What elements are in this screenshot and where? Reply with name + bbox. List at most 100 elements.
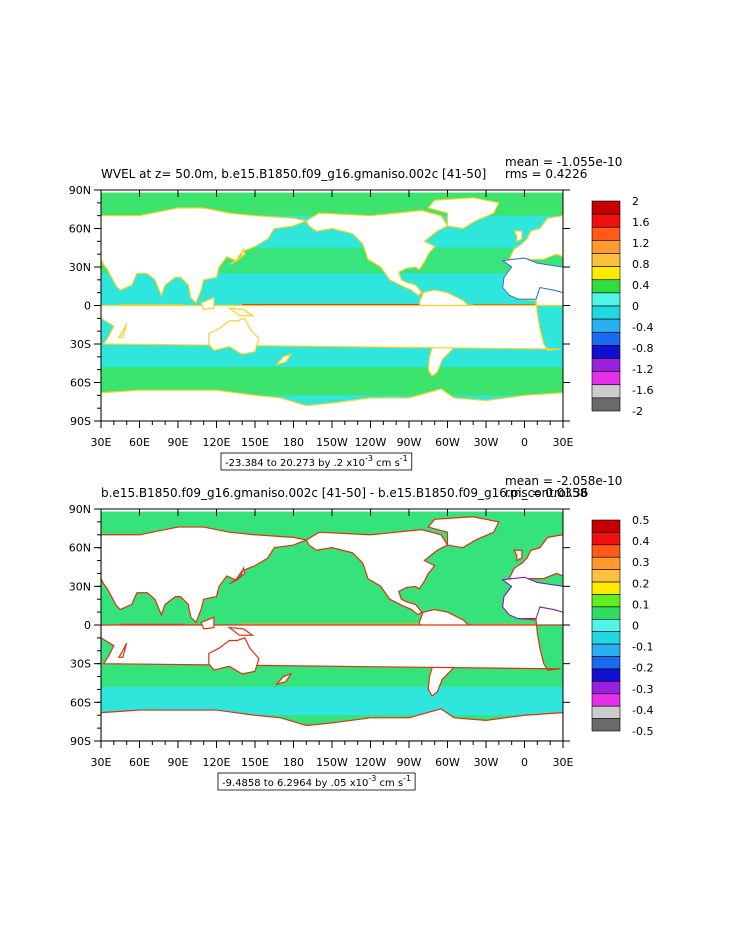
x-tick-label: 60W <box>435 756 460 769</box>
colorbar-label: 0.1 <box>632 598 650 611</box>
y-tick-label: 30N <box>69 580 91 593</box>
colorbar-swatch <box>591 544 621 558</box>
colorbar-swatch <box>591 213 621 228</box>
land-mass <box>508 532 563 580</box>
colorbar-swatch <box>591 397 621 412</box>
rms-stat: rms = 0.0358 <box>505 486 587 500</box>
x-tick-label: 120W <box>355 756 387 769</box>
x-tick-label: 30W <box>474 756 499 769</box>
colorbar-label: -0.3 <box>632 683 653 696</box>
x-tick-label: 120W <box>355 436 387 449</box>
x-tick-label: 90W <box>397 756 422 769</box>
colorbar-label: -1.6 <box>632 384 653 397</box>
y-tick-label: 30N <box>69 261 91 274</box>
colorbar-label: 0 <box>632 300 639 313</box>
contour-range-label: -23.384 to 20.273 by .2 x10-3 cm s-1 <box>225 454 408 469</box>
land-mass <box>501 257 563 300</box>
mean-stat: mean = -1.055e-10 <box>505 155 622 169</box>
land-mass <box>427 516 500 549</box>
colorbar-swatch <box>591 668 621 682</box>
colorbar-swatch <box>591 253 621 267</box>
colorbar-swatch <box>591 693 621 707</box>
colorbar-label: 0 <box>632 620 639 633</box>
y-tick-label: 90S <box>70 735 91 748</box>
x-tick-label: 180 <box>283 436 304 449</box>
field-layer <box>101 192 563 421</box>
land-mass <box>101 526 309 624</box>
colorbar-label: 0.2 <box>632 577 650 590</box>
x-tick-label: 60E <box>129 436 150 449</box>
land-mass <box>117 642 128 658</box>
x-tick-label: 30E <box>553 436 574 449</box>
colorbar-label: 1.2 <box>632 237 650 250</box>
colorbar-swatch <box>591 705 621 719</box>
colorbar: 0.5 0.4 0.3 0.2 0.1 0 -0.1 -0.2 -0.3 -0.4 -0.5 <box>591 514 653 738</box>
colorbar-swatch <box>591 594 621 608</box>
chart-panel-2: 30E 60E 90E 120E 150E 180 150W 120W 90W 60W 30W 0 30… <box>69 474 653 791</box>
colorbar-swatch <box>591 226 621 241</box>
colorbar-swatch <box>591 345 621 359</box>
land-mass <box>229 566 246 585</box>
colorbar-label: 0.3 <box>632 556 650 569</box>
equatorial-upwelling <box>242 623 429 626</box>
range-box-frame <box>220 452 413 471</box>
land-mass <box>305 209 449 296</box>
x-tick-label: 60E <box>129 756 150 769</box>
x-tick-label: 30E <box>553 756 574 769</box>
contour-range-label: -9.4858 to 6.2964 by .05 x10-3 cm s-1 <box>222 774 411 789</box>
colorbar-swatch <box>591 656 621 670</box>
y-tick-label: 0 <box>84 619 91 632</box>
colorbar-swatch <box>591 606 621 620</box>
plot-title: WVEL at z= 50.0m, b.e15.B1850.f09_g16.gm… <box>101 167 486 181</box>
colorbar-label: 2 <box>632 195 639 208</box>
land-mass <box>117 323 128 339</box>
colorbar-swatch <box>591 292 621 307</box>
y-tick-label: 60N <box>69 542 91 555</box>
land-mass <box>208 637 260 675</box>
land-mass <box>508 213 563 260</box>
y-tick-label: 30S <box>70 658 91 671</box>
colorbar-swatch <box>591 532 621 546</box>
contour-range-box: -9.4858 to 6.2964 by .05 x10-3 cm s-1 <box>217 772 416 791</box>
x-tick-label: 0 <box>521 756 528 769</box>
x-tick-label: 90E <box>168 436 189 449</box>
y-tick-label: 90N <box>69 184 91 197</box>
colorbar-swatch <box>591 371 621 386</box>
colorbar-swatch <box>591 384 621 399</box>
colorbar-swatch <box>591 331 621 346</box>
x-tick-label: 150E <box>241 436 269 449</box>
land-mass <box>305 529 449 616</box>
colorbar-label: -1.2 <box>632 363 653 376</box>
land-mass <box>227 307 255 317</box>
colorbar-swatch <box>591 266 621 281</box>
x-tick-label: 90E <box>168 756 189 769</box>
colorbar-swatch <box>591 279 621 294</box>
x-tick-label: 180 <box>283 756 304 769</box>
y-tick-label: 90N <box>69 503 91 516</box>
rms-stat: rms = 0.4226 <box>505 167 587 181</box>
x-tick-label: 150W <box>316 436 348 449</box>
land-mass <box>208 317 260 355</box>
x-tick-label: 30E <box>91 436 112 449</box>
land-mass <box>227 626 255 636</box>
land-mass <box>200 616 215 630</box>
y-tick-label: 60S <box>70 377 91 390</box>
colorbar-swatch <box>591 631 621 645</box>
land-mass <box>229 246 246 265</box>
equatorial-upwelling <box>242 303 429 306</box>
chart-panel-1: 30E 60E 90E 120E 150E 180 150W 120W 90W 60W 30W 0 30… <box>69 155 653 471</box>
x-tick-label: 150E <box>241 756 269 769</box>
colorbar-label: -0.2 <box>632 662 653 675</box>
plot-title: b.e15.B1850.f09_g16.gmaniso.002c [41-50]… <box>101 486 588 500</box>
land-mass <box>501 576 563 620</box>
colorbar-swatch <box>591 358 621 372</box>
y-tick-label: 30S <box>70 338 91 351</box>
colorbar-swatch <box>591 200 621 215</box>
colorbar-swatch <box>591 318 621 333</box>
range-box-frame <box>217 772 416 791</box>
x-tick-label: 120E <box>203 436 231 449</box>
colorbar-label: 0.5 <box>632 514 650 527</box>
colorbar-label: -0.5 <box>632 725 653 738</box>
x-tick-label: 150W <box>316 756 348 769</box>
